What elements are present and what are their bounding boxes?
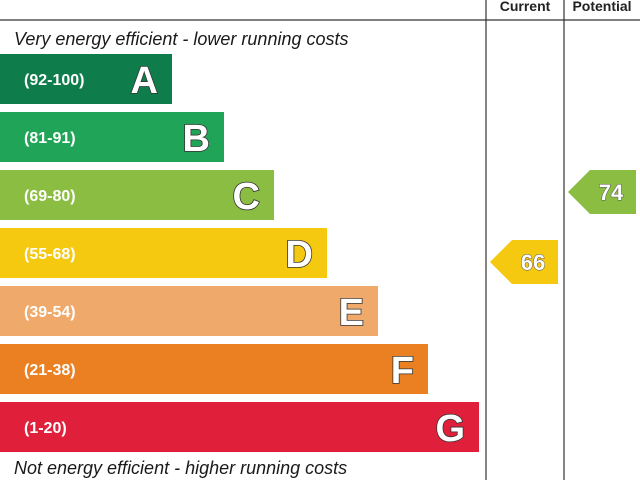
band-e-letter: E	[339, 292, 364, 334]
band-d-range: (55-68)	[24, 246, 76, 263]
band-b-letter: B	[183, 118, 210, 160]
current-column-header: Current	[500, 0, 551, 14]
band-f-letter: F	[391, 350, 414, 392]
band-e-range: (39-54)	[24, 304, 76, 321]
potential-rating-value: 74	[599, 180, 624, 205]
band-c-letter: C	[233, 176, 260, 218]
band-e-bar	[0, 286, 378, 336]
band-c-range: (69-80)	[24, 188, 76, 205]
band-c-bar	[0, 170, 274, 220]
band-b-range: (81-91)	[24, 130, 76, 147]
top-efficiency-note: Very energy efficient - lower running co…	[14, 29, 349, 49]
band-g-bar	[0, 402, 479, 452]
current-rating-value: 66	[521, 250, 545, 275]
band-g-range: (1-20)	[24, 420, 67, 437]
band-g-letter: G	[435, 408, 465, 450]
band-d-bar	[0, 228, 327, 278]
current-rating-arrow	[490, 240, 558, 284]
potential-rating-arrow	[568, 170, 636, 214]
rating-markers: 66 74	[490, 170, 636, 284]
band-a-range: (92-100)	[24, 72, 84, 89]
band-b-bar	[0, 112, 224, 162]
bottom-efficiency-note: Not energy efficient - higher running co…	[14, 458, 347, 478]
band-a-bar	[0, 54, 172, 104]
band-d-letter: D	[286, 234, 313, 276]
band-a-letter: A	[131, 60, 158, 102]
band-f-bar	[0, 344, 428, 394]
band-f-range: (21-38)	[24, 362, 76, 379]
potential-column-header: Potential	[572, 0, 631, 14]
rating-bands: (92-100) A (81-91) B (69-80) C (55-68) D (39-54)…	[0, 54, 479, 452]
